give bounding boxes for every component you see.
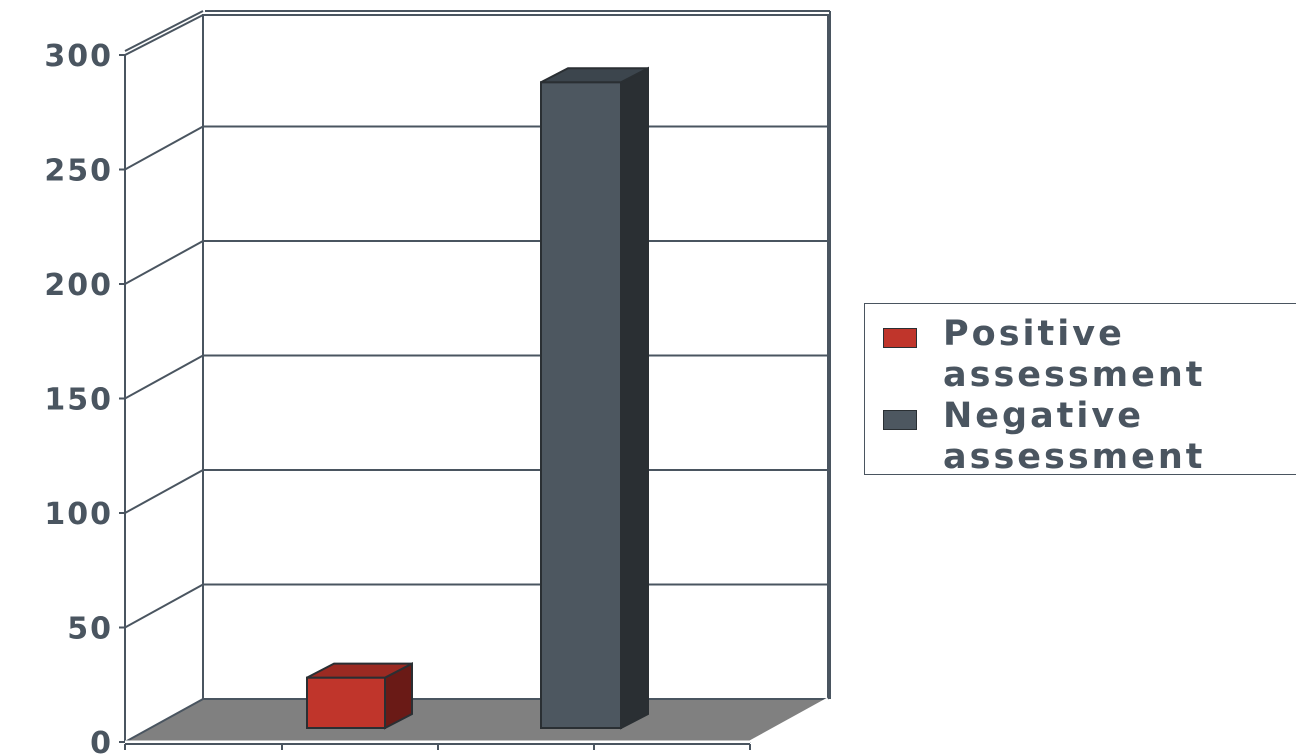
floor-front-right-edge xyxy=(749,697,829,744)
bar-top-face-1 xyxy=(540,67,649,84)
bar-front-face-1 xyxy=(540,81,622,730)
y-tick-label-50: 50 xyxy=(67,612,113,647)
gridline-side-200 xyxy=(124,240,204,285)
legend-label-negative: Negative assessment xyxy=(943,396,1206,477)
floor-plane xyxy=(124,698,829,743)
y-tick-label-300: 300 xyxy=(44,39,113,74)
legend-item-negative: Negative assessment xyxy=(883,396,1296,478)
left-wall-top-edge xyxy=(124,10,204,52)
y-tick-label-200: 200 xyxy=(44,268,113,303)
legend-item-positive: Positive assessment xyxy=(883,314,1296,396)
bar-negative xyxy=(540,66,649,730)
gridline-side-100 xyxy=(124,469,204,514)
y-tick-label-100: 100 xyxy=(44,497,113,532)
legend-swatch-positive xyxy=(883,328,917,348)
gridline-side-50 xyxy=(124,583,204,629)
bar-side-face-1 xyxy=(620,66,649,730)
legend-label-positive: Positive assessment xyxy=(943,314,1206,395)
y-tick-label-150: 150 xyxy=(44,383,113,418)
bar-front-face-0 xyxy=(306,676,386,729)
back-wall xyxy=(202,14,829,699)
gridline-side-150 xyxy=(124,354,204,400)
y-axis-ticks: 0 50 100 150 200 250 300 xyxy=(44,39,125,756)
y-tick-label-250: 250 xyxy=(44,154,113,189)
gridlines xyxy=(124,125,828,629)
legend: Positive assessment Negative assessment xyxy=(864,303,1296,478)
bars xyxy=(306,66,649,730)
plot-frame xyxy=(124,10,831,742)
bar-positive xyxy=(306,661,413,730)
y-tick-label-0: 0 xyxy=(90,726,113,756)
chart-floor xyxy=(124,697,829,750)
bar-top-face-0 xyxy=(306,662,413,679)
legend-swatch-negative xyxy=(883,410,917,430)
gridline-side-250 xyxy=(124,125,204,171)
left-wall-top-edge-inner xyxy=(124,14,204,56)
